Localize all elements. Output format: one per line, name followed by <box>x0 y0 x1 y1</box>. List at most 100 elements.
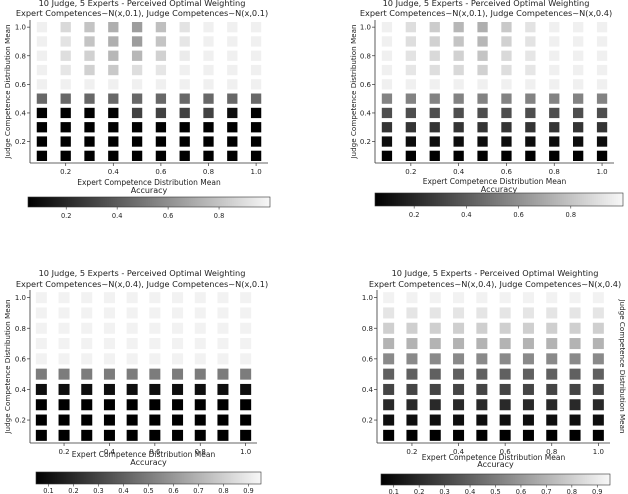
heatmap-cell <box>499 338 511 350</box>
heatmap-cell <box>217 322 229 334</box>
heatmap-cell <box>84 150 95 161</box>
heatmap-cell <box>172 383 184 395</box>
heatmap-cell <box>525 122 536 133</box>
heatmap-cell <box>179 50 190 61</box>
heatmap-cell <box>477 50 488 61</box>
heatmap-cell <box>429 368 441 380</box>
heatmap-cell <box>36 64 48 76</box>
heatmap-cell <box>36 22 48 33</box>
heatmap-cell <box>60 79 71 90</box>
heatmap-cell <box>476 338 488 350</box>
heatmap-cell <box>179 136 190 147</box>
heatmap-cell <box>155 93 167 104</box>
x-tick-label: 1.0 <box>593 448 604 456</box>
heatmap-cell <box>569 399 581 411</box>
heatmap-cell <box>250 50 262 61</box>
heatmap-cell <box>131 107 143 119</box>
heatmap-cell <box>383 399 395 411</box>
y-tick-label: 0.8 <box>360 52 371 60</box>
heatmap-cell <box>227 22 238 33</box>
heatmap-cell <box>194 322 206 334</box>
chart-title: 10 Judge, 5 Experts - Perceived Optimal … <box>392 268 599 278</box>
y-tick-label: 0.6 <box>15 355 27 363</box>
heatmap-cell <box>499 399 511 411</box>
heatmap-cell <box>383 307 395 319</box>
heatmap-cell <box>240 399 252 411</box>
heatmap-cell <box>240 353 252 365</box>
y-tick-label: 0.2 <box>360 138 371 146</box>
chart-subtitle: Expert Competences~N(x,0.1), Judge Compe… <box>16 8 268 18</box>
heatmap-cell <box>383 338 395 350</box>
y-tick-label: 0.8 <box>15 325 26 333</box>
heatmap-cell <box>569 353 581 365</box>
heatmap-cell <box>592 353 604 365</box>
heatmap-cell <box>194 338 206 350</box>
chart-panel-3: 10 Judge, 5 Experts - Perceived Optimal … <box>3 268 268 494</box>
heatmap-cell <box>172 322 184 334</box>
heatmap-cell <box>126 292 138 304</box>
heatmap-cell <box>84 136 95 147</box>
heatmap-cell <box>501 50 512 61</box>
heatmap-cell <box>453 368 465 380</box>
heatmap-cell <box>573 22 584 33</box>
heatmap-cell <box>573 136 584 147</box>
y-tick-label: 0.2 <box>362 417 373 425</box>
chart-panel-1: 10 Judge, 5 Experts - Perceived Optimal … <box>3 0 271 220</box>
heatmap-cell <box>155 64 167 76</box>
heatmap-cell <box>596 93 608 104</box>
heatmap-cell <box>60 136 71 147</box>
heatmap-cell <box>477 107 488 119</box>
heatmap-cell <box>108 107 119 119</box>
heatmap-cell <box>240 368 252 380</box>
heatmap-cell <box>522 292 534 304</box>
chart-panel-4: 10 Judge, 5 Experts - Perceived Optimal … <box>362 268 627 494</box>
heatmap-cell <box>103 383 115 395</box>
heatmap-cell <box>499 353 511 365</box>
heatmap-cell <box>108 22 119 33</box>
heatmap-cell <box>36 50 48 61</box>
heatmap-cell <box>596 107 608 119</box>
x-tick-label: 0.6 <box>155 168 167 176</box>
heatmap-cell <box>36 79 48 90</box>
heatmap-cell <box>453 107 464 119</box>
heatmap-cell <box>501 136 512 147</box>
chart-subtitle: Expert Competences~N(x,0.4), Judge Compe… <box>369 279 621 289</box>
colorbar-tick-label: 0.1 <box>388 488 399 494</box>
heatmap-cell <box>179 107 190 119</box>
heatmap-cell <box>549 107 560 119</box>
y-tick-label: 0.6 <box>15 81 27 89</box>
y-tick-label: 0.4 <box>15 109 27 117</box>
heatmap-cell <box>203 93 214 104</box>
heatmap-cell <box>406 414 418 426</box>
heatmap-cell <box>84 79 95 90</box>
heatmap-cell <box>383 414 395 426</box>
colorbar-label: Accuracy <box>477 460 514 469</box>
heatmap-cell <box>250 79 262 90</box>
heatmap-cell <box>501 79 512 90</box>
heatmap-cell <box>172 414 184 426</box>
heatmap-cell <box>476 429 488 441</box>
heatmap-cell <box>525 93 536 104</box>
heatmap-cell <box>35 307 47 319</box>
x-tick-label: 1.0 <box>596 168 607 176</box>
heatmap-cell <box>569 307 581 319</box>
heatmap-cell <box>569 414 581 426</box>
heatmap-cell <box>155 107 167 119</box>
heatmap-cell <box>126 399 138 411</box>
heatmap-cell <box>453 292 465 304</box>
heatmap-cell <box>35 399 47 411</box>
heatmap-cell <box>60 50 71 61</box>
heatmap-cell <box>522 322 534 334</box>
heatmap-cell <box>405 22 416 33</box>
heatmap-cell <box>35 368 47 380</box>
heatmap-cell <box>81 353 93 365</box>
heatmap-cell <box>383 353 395 365</box>
heatmap-cell <box>477 136 488 147</box>
heatmap-cell <box>194 383 206 395</box>
y-tick-label: 0.6 <box>360 81 372 89</box>
heatmap-cell <box>573 64 584 76</box>
colorbar-tick-label: 0.9 <box>592 488 603 494</box>
heatmap-cell <box>501 93 512 104</box>
heatmap-cell <box>405 79 416 90</box>
x-tick-label: 0.6 <box>149 448 161 456</box>
